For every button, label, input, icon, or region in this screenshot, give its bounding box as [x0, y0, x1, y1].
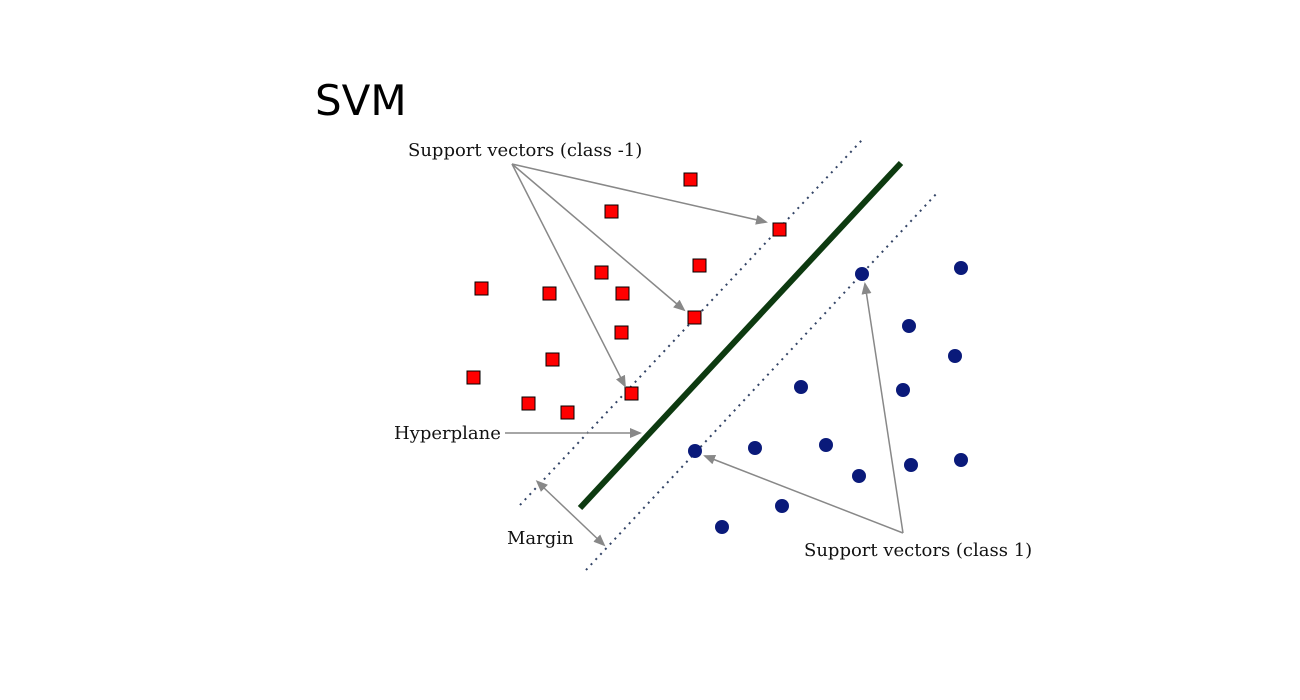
circle-point [902, 319, 916, 333]
circle-point [688, 444, 702, 458]
square-point [614, 325, 629, 340]
square-point [615, 286, 630, 301]
arrow [703, 454, 904, 534]
arrow-margin [535, 480, 606, 547]
circle-point [748, 441, 762, 455]
label-support-vectors-neg: Support vectors (class -1) [408, 140, 642, 161]
arrows-support-pos [703, 282, 904, 534]
square-point [687, 310, 702, 325]
square-point [692, 258, 707, 273]
square-point [466, 370, 481, 385]
circle-point [855, 267, 869, 281]
square-point [683, 172, 698, 187]
circle-point [775, 499, 789, 513]
class-pos-points [688, 261, 968, 534]
square-point [624, 386, 639, 401]
label-margin: Margin [507, 528, 574, 549]
arrow [511, 163, 768, 225]
circle-point [896, 383, 910, 397]
circle-point [904, 458, 918, 472]
circle-point [954, 453, 968, 467]
square-point [542, 286, 557, 301]
arrow [511, 163, 626, 388]
square-point [545, 352, 560, 367]
circle-point [954, 261, 968, 275]
arrow [861, 282, 904, 534]
label-hyperplane: Hyperplane [394, 423, 501, 444]
circle-point [948, 349, 962, 363]
label-support-vectors-pos: Support vectors (class 1) [804, 540, 1032, 561]
circle-point [715, 520, 729, 534]
slide-title: SVM [315, 76, 407, 125]
arrows-support-neg [511, 163, 768, 388]
hyperplane-line [577, 160, 904, 511]
square-point [560, 405, 575, 420]
square-point [772, 222, 787, 237]
square-point [474, 281, 489, 296]
class-neg-points [466, 172, 787, 420]
square-point [594, 265, 609, 280]
square-point [604, 204, 619, 219]
circle-point [819, 438, 833, 452]
arrow [511, 163, 686, 312]
margin-line-lower [585, 191, 939, 571]
square-point [521, 396, 536, 411]
circle-point [794, 380, 808, 394]
circle-point [852, 469, 866, 483]
